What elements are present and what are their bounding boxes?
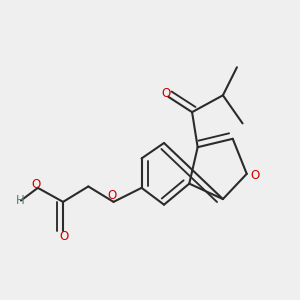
Text: O: O: [250, 169, 259, 182]
Text: O: O: [32, 178, 41, 191]
Text: O: O: [107, 189, 117, 202]
Text: H: H: [16, 194, 25, 207]
Text: O: O: [161, 87, 171, 100]
Text: O: O: [59, 230, 68, 243]
